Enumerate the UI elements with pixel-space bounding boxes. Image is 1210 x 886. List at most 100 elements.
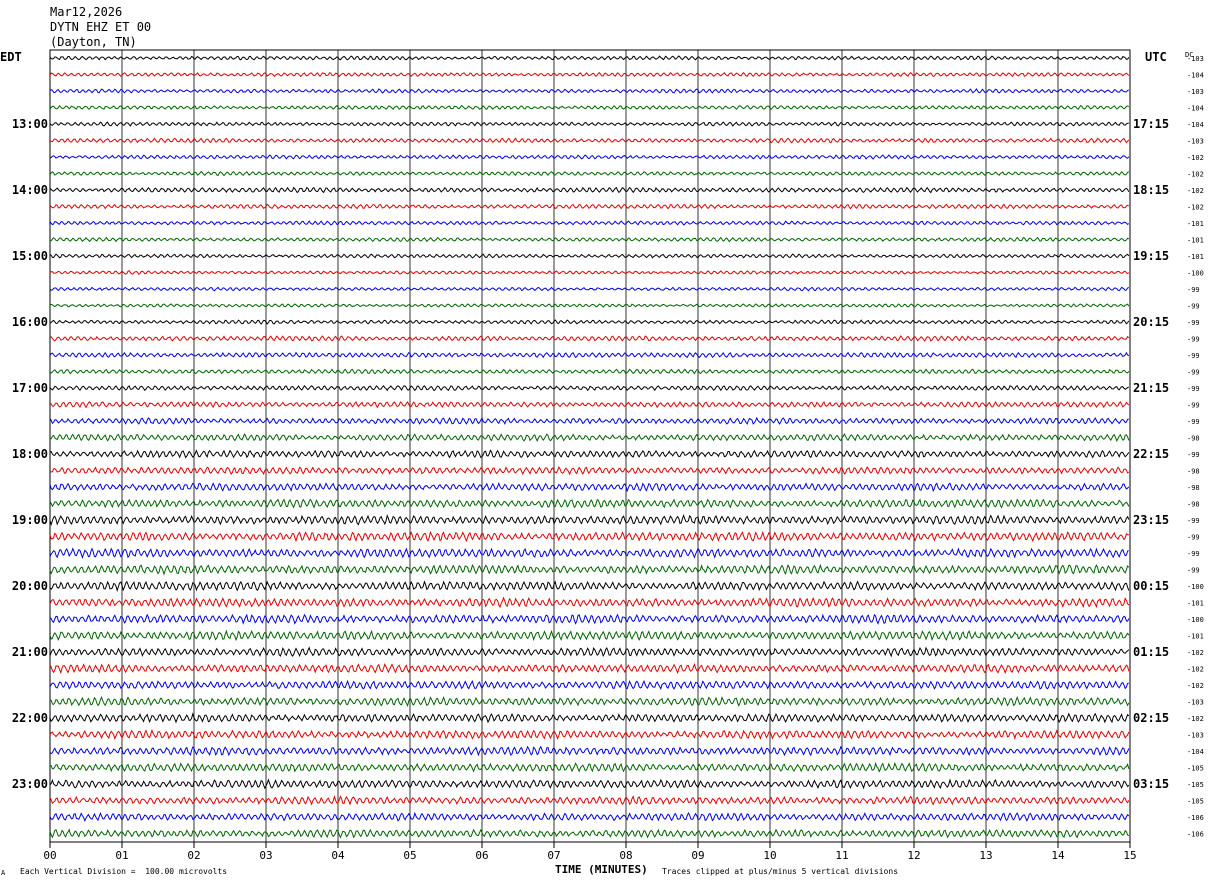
dc-offset-label: -101 — [1187, 220, 1204, 228]
x-tick-label: 07 — [547, 849, 560, 862]
seismic-trace — [49, 88, 1129, 94]
x-tick-label: 03 — [259, 849, 272, 862]
utc-hour-label: 18:15 — [1133, 183, 1169, 197]
seismic-trace — [49, 416, 1129, 425]
dc-offset-label: -103 — [1187, 138, 1204, 146]
x-tick-label: 05 — [403, 849, 416, 862]
seismic-trace — [49, 646, 1130, 658]
dc-offset-label: -99 — [1187, 385, 1200, 393]
clip-note: Traces clipped at plus/minus 5 vertical … — [662, 867, 899, 876]
dc-offset-label: -99 — [1187, 418, 1200, 426]
dc-offset-label: -100 — [1187, 616, 1204, 624]
edt-hour-label: 14:00 — [12, 183, 48, 197]
right-timezone-label: UTC — [1145, 50, 1167, 64]
seismic-trace — [49, 319, 1130, 325]
dc-offset-label: -102 — [1187, 204, 1204, 212]
x-tick-label: 09 — [691, 849, 704, 862]
dc-offset-label: -102 — [1187, 187, 1204, 195]
utc-hour-label: 17:15 — [1133, 117, 1169, 131]
seismic-trace — [49, 270, 1130, 275]
seismic-trace — [49, 629, 1130, 642]
seismic-trace — [49, 71, 1130, 78]
seismic-trace — [49, 547, 1129, 559]
seismic-trace — [49, 530, 1129, 543]
x-tick-label: 10 — [763, 849, 776, 862]
x-tick-label: 08 — [619, 849, 632, 862]
x-tick-label: 01 — [115, 849, 128, 862]
utc-hour-label: 01:15 — [1133, 645, 1169, 659]
x-tick-label: 13 — [979, 849, 992, 862]
seismic-trace — [49, 253, 1130, 259]
utc-hour-label: 23:15 — [1133, 513, 1169, 527]
utc-hour-label: 03:15 — [1133, 777, 1169, 791]
dc-offset-label: -100 — [1187, 270, 1204, 278]
dc-offset-label: -104 — [1187, 121, 1204, 129]
edt-hour-label: 18:00 — [12, 447, 48, 461]
x-tick-label: 15 — [1123, 849, 1136, 862]
seismic-trace — [49, 186, 1130, 194]
seismic-trace — [49, 481, 1130, 493]
seismic-trace — [49, 778, 1130, 790]
seismic-trace — [49, 498, 1130, 509]
seismic-trace — [49, 794, 1130, 806]
dc-offset-label: -99 — [1187, 303, 1200, 311]
dc-offset-label: -103 — [1187, 699, 1204, 707]
edt-hour-label: 13:00 — [12, 117, 48, 131]
dc-offset-label: -102 — [1187, 666, 1204, 674]
edt-hour-label: 19:00 — [12, 513, 48, 527]
seismic-trace — [49, 236, 1130, 243]
seismic-trace — [49, 679, 1129, 691]
dc-offset-label: -106 — [1187, 831, 1204, 839]
utc-hour-label: 00:15 — [1133, 579, 1169, 593]
dc-offset-label: -99 — [1187, 286, 1200, 294]
dc-offset-label: -103 — [1187, 732, 1204, 740]
seismic-trace — [49, 449, 1130, 459]
dc-offset-label: -103 — [1187, 88, 1204, 96]
utc-hour-label: 20:15 — [1133, 315, 1169, 329]
axis-labels: 00 01 02 03 04 05 06 07 08 09 10 11 12 13 14 15 -103 -104… — [12, 55, 1204, 862]
dc-offset-label: -102 — [1187, 682, 1204, 690]
corner-mark: A — [1, 869, 6, 877]
utc-hour-label: 21:15 — [1133, 381, 1169, 395]
utc-hour-label: 02:15 — [1133, 711, 1169, 725]
station-id: DYTN EHZ ET 00 — [50, 20, 152, 34]
dc-offset-label: -99 — [1187, 402, 1200, 410]
dc-offset-label: -99 — [1187, 369, 1200, 377]
dc-offset-label: -102 — [1187, 649, 1204, 657]
seismic-trace — [49, 303, 1130, 308]
plot-date: Mar12,2026 — [50, 5, 123, 19]
dc-offset-label: -98 — [1187, 501, 1200, 509]
dc-offset-label: -99 — [1187, 319, 1200, 327]
dc-offset-label: -99 — [1187, 550, 1200, 558]
seismic-trace — [49, 203, 1130, 210]
seismic-trace — [49, 466, 1130, 476]
dc-offset-label: -99 — [1187, 336, 1200, 344]
x-tick-label: 11 — [835, 849, 848, 862]
seismic-trace — [49, 811, 1130, 822]
x-tick-label: 14 — [1051, 849, 1065, 862]
dc-offset-label: -104 — [1187, 748, 1204, 756]
seismic-trace — [49, 596, 1130, 609]
seismic-trace — [49, 55, 1130, 61]
seismic-trace — [50, 433, 1130, 442]
dc-offset-label: -99 — [1187, 352, 1200, 360]
dc-offset-label: -101 — [1187, 600, 1204, 608]
seismic-trace — [49, 828, 1130, 839]
station-location: (Dayton, TN) — [50, 35, 137, 49]
dc-offset-label: -99 — [1187, 534, 1200, 542]
edt-hour-label: 15:00 — [12, 249, 48, 263]
seismic-trace — [49, 613, 1130, 625]
dc-offset-label: -100 — [1187, 583, 1204, 591]
dc-offset-label: -106 — [1187, 814, 1204, 822]
seismic-trace — [49, 170, 1130, 177]
seismic-trace — [49, 580, 1130, 593]
x-tick-label: 00 — [43, 849, 56, 862]
seismic-trace — [49, 662, 1130, 675]
dc-offset-label: -98 — [1187, 484, 1200, 492]
dc-offset-label: -102 — [1187, 715, 1204, 723]
dc-offset-label: -105 — [1187, 798, 1204, 806]
dc-offset-label: -102 — [1187, 154, 1204, 162]
seismic-trace — [49, 695, 1130, 707]
x-tick-label: 12 — [907, 849, 920, 862]
